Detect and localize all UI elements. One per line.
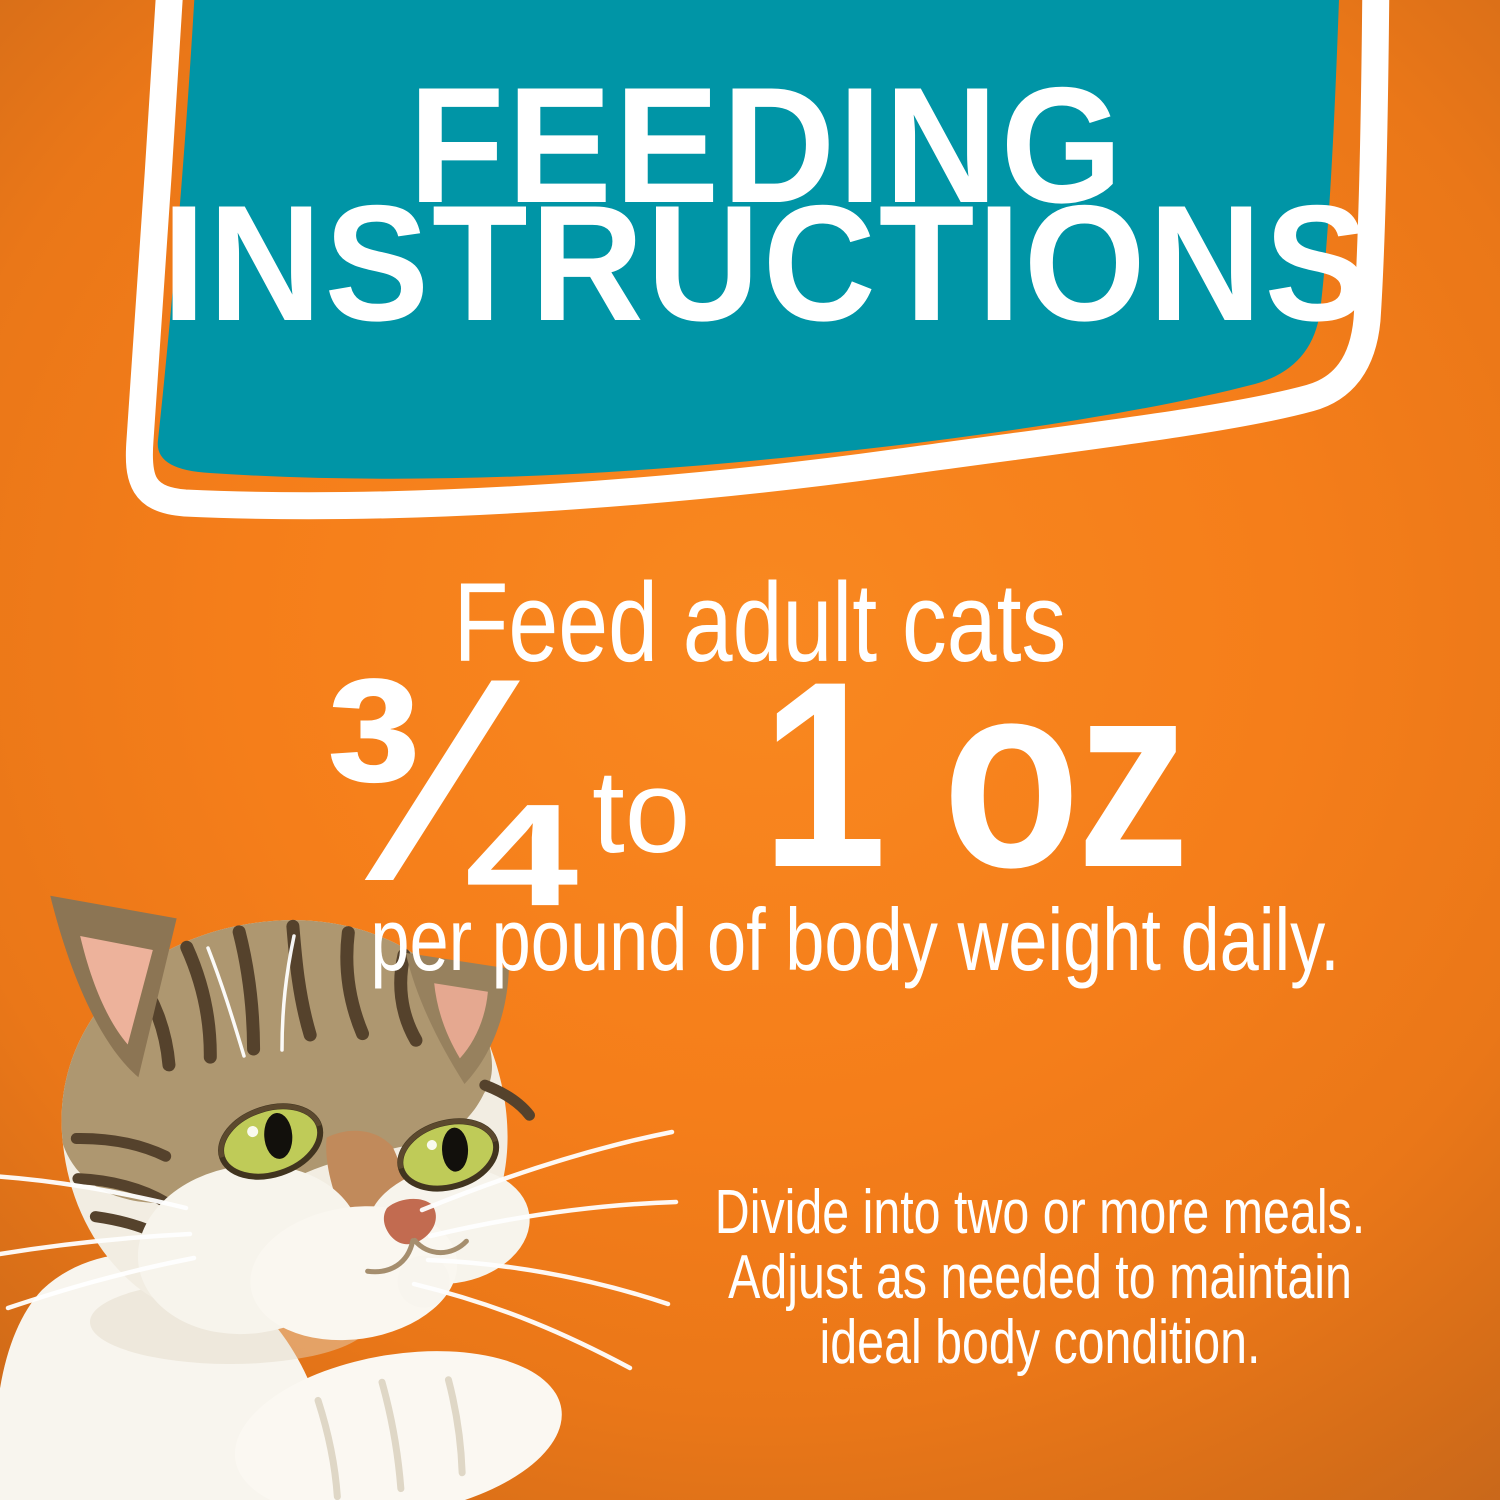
note-line-3: ideal body condition. bbox=[819, 1308, 1261, 1377]
amount-row: ¾ to 1 oz bbox=[20, 600, 1500, 942]
cat-photo bbox=[0, 895, 679, 1500]
amount-connector: to bbox=[592, 746, 691, 878]
note-line-2: Adjust as needed to maintain bbox=[728, 1243, 1352, 1312]
banner-title-line1: FEEDING bbox=[408, 53, 1126, 237]
ribbon-outline-stroke bbox=[125, 0, 1390, 520]
banner-title: FEEDING INSTRUCTIONS bbox=[55, 53, 1480, 355]
amount-max: 1 oz bbox=[761, 627, 1190, 923]
feed-intro-text: Feed adult cats bbox=[453, 560, 1067, 685]
teal-ribbon-shape bbox=[157, 0, 1339, 479]
banner-title-line2: INSTRUCTIONS bbox=[162, 171, 1372, 355]
portion-note: Divide into two or more meals. Adjust as… bbox=[689, 1180, 1391, 1375]
per-pound-text: per pound of body weight daily. bbox=[370, 890, 1340, 989]
banner-ribbon bbox=[125, 0, 1390, 520]
amount-min-fraction: ¾ bbox=[316, 618, 559, 942]
note-line-1: Divide into two or more meals. bbox=[714, 1178, 1366, 1247]
